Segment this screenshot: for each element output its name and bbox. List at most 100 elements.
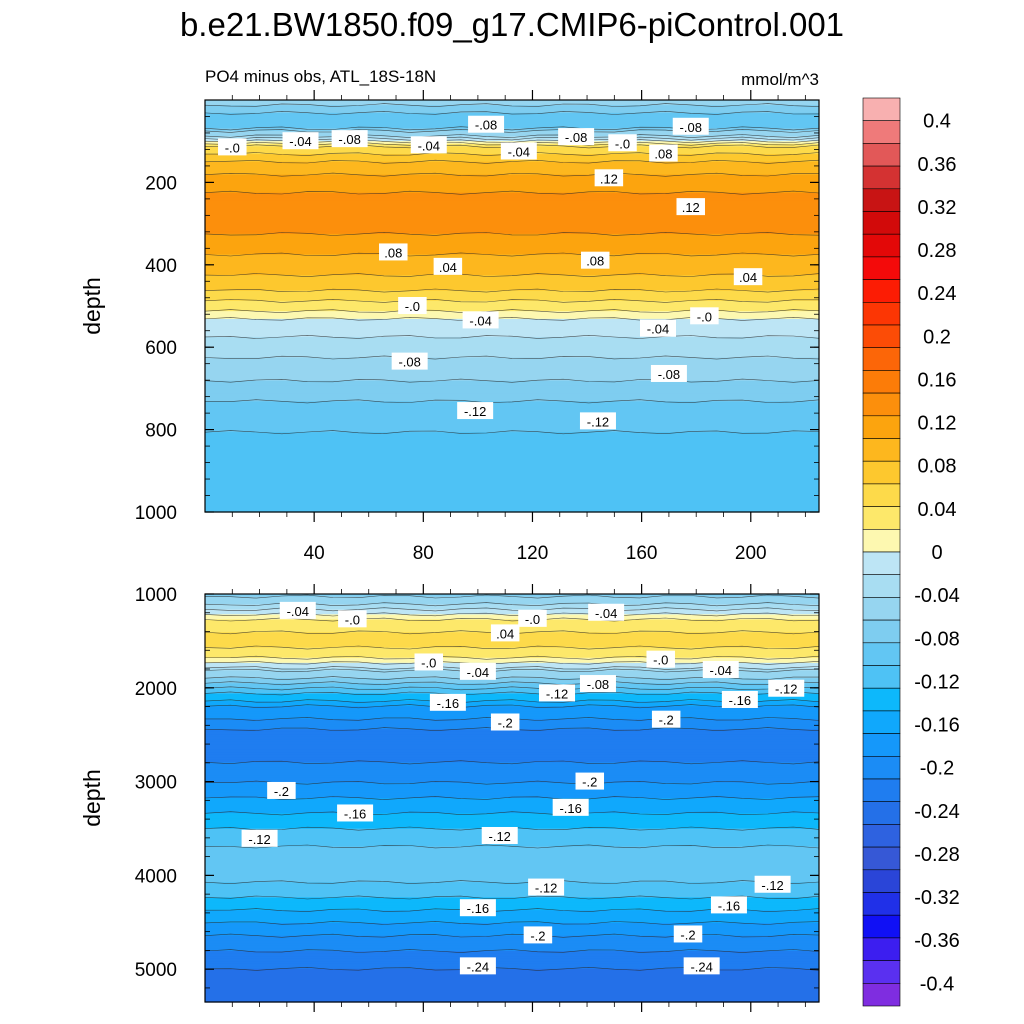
colorbar-box	[862, 97, 901, 122]
contour-band	[205, 205, 819, 209]
contour-band	[205, 354, 819, 359]
contour-band	[205, 496, 819, 500]
contour-band	[205, 971, 819, 975]
colorbar-box	[862, 324, 901, 349]
colorbar-box	[862, 188, 901, 212]
contour-band	[205, 655, 819, 659]
contour-band	[205, 424, 819, 428]
contour-label: -.24	[459, 957, 496, 975]
contour-band	[205, 264, 819, 268]
contour-band	[205, 267, 819, 271]
contour-band	[205, 468, 819, 472]
contour-band	[205, 457, 819, 462]
contour-label-text: -.12	[489, 829, 511, 844]
contour-label-text: -.12	[587, 414, 609, 429]
contour-band	[205, 685, 819, 689]
contour-band	[205, 759, 819, 763]
contour-band	[205, 874, 819, 878]
contour-label-text: .08	[654, 147, 672, 162]
contour-band	[205, 606, 819, 610]
colorbar-box	[862, 755, 901, 780]
contour-band	[205, 889, 819, 893]
contour-label-text: -.16	[559, 801, 581, 816]
contour-label-box	[459, 899, 496, 917]
contour-line	[204, 126, 820, 131]
contour-label-text: -.0	[225, 140, 240, 155]
colorbar-box	[862, 211, 901, 235]
contour-line	[204, 704, 820, 709]
contour-label-box	[468, 115, 505, 133]
contour-band	[205, 764, 819, 768]
contour-label-box	[410, 136, 447, 154]
contour-band	[205, 419, 819, 423]
contour-label: -.12	[457, 402, 494, 420]
contour-label-text: -.16	[344, 806, 366, 821]
contour-band	[205, 233, 819, 238]
contour-label-text: -.16	[718, 898, 740, 913]
bottom-panel: -.04 -.0 -.0 -.04 .04 -.0 -.04 -.0 -.04 -.12 -.08 -…	[79, 584, 820, 1012]
contour-band	[205, 611, 819, 615]
y-tick-label: 200	[145, 173, 177, 194]
contour-band	[205, 775, 819, 779]
contour-band	[205, 409, 819, 413]
contour-band	[205, 925, 819, 929]
colorbar-labels: 0.4 0.36 0.32 0.28 0.24 0.2 0.16 0.12 0.08 0.04 0 -…	[914, 111, 960, 996]
contour-band	[205, 463, 819, 467]
contour-band	[205, 739, 819, 743]
contour-label-text: -.04	[418, 138, 440, 153]
contour-band	[205, 365, 819, 369]
contour-band	[205, 499, 819, 503]
contour-band	[205, 184, 819, 189]
contour-label: -.04	[282, 132, 319, 150]
contour-band	[205, 100, 819, 104]
contour-label: -.08	[558, 128, 595, 146]
top-contour-fill	[205, 100, 819, 513]
contour-band	[205, 706, 819, 710]
contour-band	[205, 177, 819, 181]
contour-label-text: -.04	[647, 322, 669, 337]
contour-label-box	[267, 781, 296, 799]
y-tick-label: 4000	[135, 866, 177, 887]
colorbar-box	[862, 233, 901, 258]
contour-band	[205, 820, 819, 825]
contour-band	[205, 749, 819, 753]
contour-label-box	[702, 660, 739, 678]
contour-band	[205, 999, 819, 1003]
contour-band	[205, 731, 819, 735]
x-tick-label: 200	[735, 543, 767, 564]
x-tick-label: 160	[626, 543, 658, 564]
contour-band	[205, 639, 819, 644]
contour-band	[205, 940, 819, 944]
contour-band	[205, 657, 819, 661]
contour-band	[205, 673, 819, 677]
contour-band	[205, 378, 819, 382]
contour-band	[205, 192, 819, 196]
contour-band	[205, 203, 819, 207]
contour-label: -.12	[768, 679, 805, 697]
contour-band	[205, 808, 819, 812]
contour-band	[205, 432, 819, 436]
contour-band	[205, 984, 819, 988]
contour-band	[205, 398, 819, 402]
contour-label: .04	[733, 268, 763, 286]
contour-band	[205, 383, 819, 387]
contour-band	[205, 197, 819, 202]
contour-band	[205, 208, 819, 212]
colorbar-tick-label: -0.28	[914, 844, 960, 866]
y-tick-label: 2000	[135, 679, 177, 700]
contour-label: -.24	[683, 957, 720, 975]
contour-band	[205, 403, 819, 408]
contour-band	[205, 190, 819, 194]
top-panel-title: PO4 minus obs, ATL_18S-18N	[205, 67, 436, 86]
contour-label: .04	[490, 624, 520, 642]
contour-label-text: .08	[384, 245, 402, 260]
colorbar-box	[862, 506, 901, 530]
bottom-contour-fill	[205, 594, 819, 1003]
y-tick-label: 400	[145, 256, 177, 277]
contour-band	[205, 504, 819, 508]
bottom-contour-labels: -.04 -.0 -.0 -.04 .04 -.0 -.04 -.0 -.04 -.12 -.08 -…	[241, 601, 805, 975]
contour-band	[205, 473, 819, 477]
contour-label-text: -.2	[274, 784, 289, 799]
colorbar-tick-label: -0.4	[920, 973, 954, 995]
contour-band	[205, 680, 819, 684]
